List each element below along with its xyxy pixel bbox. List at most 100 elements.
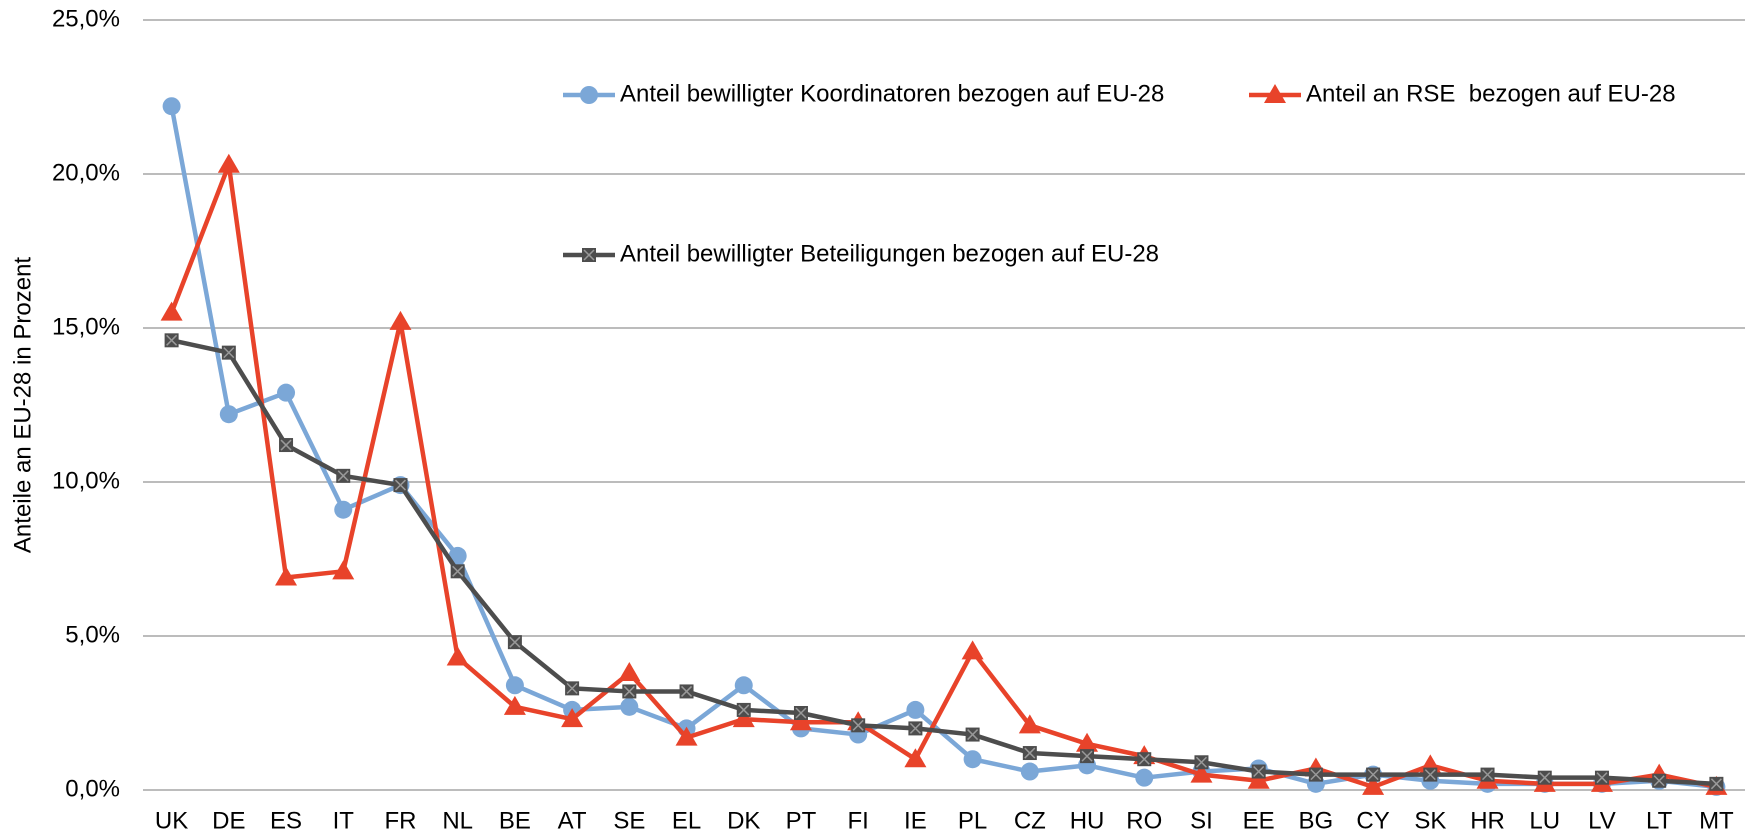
point	[963, 750, 982, 769]
point	[793, 706, 808, 720]
x-tick-label: RO	[1126, 807, 1162, 834]
x-tick-label: FI	[848, 807, 869, 834]
x-tick-label: CY	[1356, 807, 1389, 834]
x-tick-label: ES	[270, 807, 302, 834]
point	[1366, 767, 1381, 782]
x-tick-label: NL	[442, 807, 473, 834]
x-tick-label: UK	[155, 807, 188, 834]
point	[1709, 776, 1724, 791]
point	[561, 708, 584, 728]
point	[275, 566, 298, 586]
point	[277, 383, 296, 402]
point	[332, 560, 355, 580]
x-tick-label: LV	[1588, 807, 1616, 834]
point	[582, 248, 596, 262]
y-tick-label: 25,0%	[52, 5, 120, 32]
point	[734, 676, 753, 695]
y-tick-label: 5,0%	[65, 621, 120, 648]
y-tick-label: 10,0%	[52, 467, 120, 494]
y-axis-label: Anteile an EU-28 in Prozent	[9, 257, 36, 554]
point	[1594, 770, 1609, 785]
point	[736, 702, 751, 717]
point	[1423, 767, 1438, 782]
x-tick-label: HU	[1070, 807, 1105, 834]
point	[565, 681, 580, 696]
point	[1137, 752, 1152, 767]
point	[160, 301, 183, 321]
point	[389, 310, 412, 330]
point	[1480, 767, 1495, 782]
x-tick-label: SK	[1414, 807, 1446, 834]
point	[1264, 84, 1286, 103]
point	[450, 564, 465, 579]
x-tick-label: IE	[904, 807, 927, 834]
x-tick-label: PL	[958, 807, 987, 834]
x-tick-label: BG	[1299, 807, 1334, 834]
point	[217, 153, 240, 173]
x-tick-label: SE	[613, 807, 645, 834]
point	[1652, 773, 1667, 788]
legend-label: Anteil an RSE bezogen auf EU-28	[1306, 80, 1676, 107]
point	[1022, 746, 1037, 761]
point	[1194, 755, 1209, 770]
point	[904, 748, 927, 768]
x-tick-label: HR	[1470, 807, 1505, 834]
point	[1018, 714, 1041, 734]
point	[1076, 732, 1099, 752]
legend-label: Anteil bewilligter Koordinatoren bezogen…	[620, 80, 1164, 107]
x-tick-label: LT	[1646, 807, 1673, 834]
x-tick-label: LU	[1529, 807, 1560, 834]
point	[675, 726, 698, 746]
point	[446, 646, 469, 666]
x-tick-label: AT	[558, 807, 587, 834]
point	[164, 333, 179, 348]
point	[507, 635, 522, 650]
x-tick-label: MT	[1699, 807, 1734, 834]
x-tick-label: EE	[1243, 807, 1275, 834]
x-tick-label: BE	[499, 807, 531, 834]
point	[789, 711, 812, 731]
x-tick-label: IT	[333, 807, 355, 834]
point	[618, 661, 641, 681]
x-tick-label: PT	[786, 807, 817, 834]
point	[1308, 767, 1323, 782]
point	[1080, 749, 1095, 764]
x-tick-label: FR	[384, 807, 416, 834]
series-line	[171, 338, 1717, 787]
point	[732, 708, 755, 728]
point	[961, 640, 984, 660]
point	[221, 345, 236, 360]
point	[1362, 775, 1385, 795]
point	[279, 438, 294, 453]
x-tick-label: DK	[727, 807, 760, 834]
point	[1247, 769, 1270, 789]
point	[679, 684, 694, 699]
point	[620, 697, 639, 716]
point	[908, 721, 923, 736]
point	[334, 500, 353, 519]
point	[965, 727, 980, 742]
legend-label: Anteil bewilligter Beteiligungen bezogen…	[620, 240, 1159, 267]
point	[1190, 763, 1213, 783]
point	[1135, 768, 1154, 787]
point	[503, 695, 526, 715]
point	[622, 684, 637, 699]
y-tick-label: 20,0%	[52, 159, 120, 186]
x-tick-label: SI	[1190, 807, 1213, 834]
series-line	[169, 105, 1717, 790]
point	[906, 700, 925, 719]
point	[393, 478, 408, 493]
point	[219, 405, 238, 424]
point	[448, 546, 467, 565]
point	[505, 676, 524, 695]
x-tick-label: DE	[212, 807, 245, 834]
point	[851, 718, 866, 733]
point	[1020, 762, 1039, 781]
x-tick-label: EL	[672, 807, 701, 834]
point	[336, 468, 351, 483]
point	[1251, 764, 1266, 779]
x-tick-label: CZ	[1014, 807, 1046, 834]
point	[580, 86, 598, 104]
y-tick-label: 0,0%	[65, 775, 120, 802]
